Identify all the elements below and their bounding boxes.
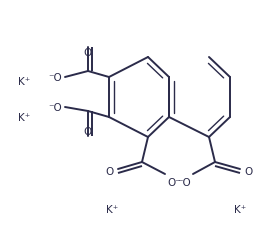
Text: K⁺: K⁺ <box>18 77 30 87</box>
Text: O: O <box>84 48 92 58</box>
Text: K⁺: K⁺ <box>18 113 30 122</box>
Text: O: O <box>84 127 92 137</box>
Text: ⁻O: ⁻O <box>48 103 62 113</box>
Text: O⁻: O⁻ <box>167 177 181 187</box>
Text: K⁺: K⁺ <box>234 204 246 214</box>
Text: O: O <box>106 166 114 176</box>
Text: K⁺: K⁺ <box>106 204 118 214</box>
Text: ⁻O: ⁻O <box>177 177 191 187</box>
Text: O: O <box>244 166 252 176</box>
Text: ⁻O: ⁻O <box>48 73 62 83</box>
